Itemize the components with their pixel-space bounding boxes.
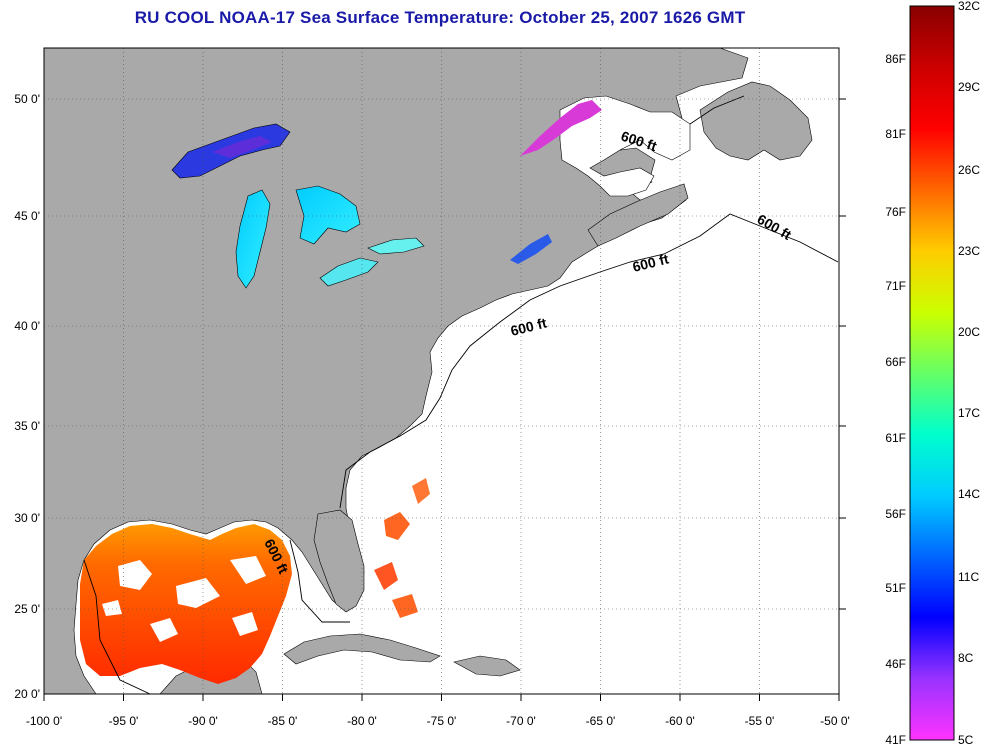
lon-tick-label: -70 0' — [506, 714, 536, 728]
lat-tick-label: 40 0' — [14, 319, 40, 333]
cb-f-label: 56F — [885, 507, 906, 521]
lon-tick-label: -95 0' — [109, 714, 139, 728]
land-hispaniola — [453, 655, 521, 677]
lon-tick-label: -60 0' — [665, 714, 695, 728]
lat-tick-label: 50 0' — [14, 92, 40, 106]
cb-c-label: 32C — [958, 0, 980, 13]
gulf-cloud-gap-3 — [230, 556, 266, 584]
bahamas-sst-3 — [374, 562, 398, 590]
lake-erie — [319, 257, 379, 287]
lake-ontario — [367, 237, 425, 255]
cb-c-label: 17C — [958, 406, 980, 420]
lon-ticks-bottom — [43, 694, 840, 701]
lon-tick-label: -65 0' — [586, 714, 616, 728]
map-title: RU COOL NOAA-17 Sea Surface Temperature:… — [134, 8, 746, 27]
colorbar: 86F 81F 76F 71F 66F 61F 56F 51F 46F 41F … — [885, 0, 980, 747]
land-nova-scotia — [587, 183, 689, 247]
cb-c-label: 26C — [958, 163, 980, 177]
colorbar-gradient — [909, 5, 955, 741]
cb-c-label: 14C — [958, 487, 980, 501]
lat-ticks-right — [839, 98, 846, 610]
lon-tick-label: -75 0' — [427, 714, 457, 728]
lake-huron — [295, 185, 361, 245]
bahamas-sst-2 — [412, 478, 430, 504]
lat-tick-label: 20 0' — [14, 687, 40, 701]
cb-c-label: 29C — [958, 80, 980, 94]
lat-tick-label: 25 0' — [14, 602, 40, 616]
gulf-st-lawrence — [559, 95, 691, 197]
bahamas-sst-4 — [392, 594, 418, 618]
cb-f-label: 46F — [885, 657, 906, 671]
gulf-cloud-gap-1 — [118, 560, 152, 590]
cb-c-label: 8C — [958, 651, 974, 665]
lon-tick-label: -100 0' — [26, 714, 62, 728]
bay-of-fundy-sst — [510, 234, 552, 264]
colorbar-fahrenheit-labels: 86F 81F 76F 71F 66F 61F 56F 51F 46F 41F — [885, 52, 906, 747]
land-newfoundland — [699, 81, 813, 161]
lon-tick-label: -55 0' — [745, 714, 775, 728]
lat-axis-left: 20 0' 25 0' 30 0' 35 0' 40 0' 45 0' 50 0… — [14, 92, 40, 701]
land-north-america — [44, 48, 749, 694]
land-florida — [313, 509, 365, 613]
lat-tick-label: 45 0' — [14, 209, 40, 223]
cb-f-label: 51F — [885, 581, 906, 595]
gulf-cloud-gap-5 — [232, 612, 258, 636]
lat-tick-label: 35 0' — [14, 419, 40, 433]
cb-c-label: 11C — [958, 570, 979, 584]
lon-tick-label: -80 0' — [347, 714, 377, 728]
cb-f-label: 71F — [885, 279, 906, 293]
cb-c-label: 20C — [958, 325, 980, 339]
cb-f-label: 76F — [885, 205, 906, 219]
sst-map: 600 ft 600 ft 600 ft 600 ft 600 ft 20 0'… — [14, 47, 850, 728]
cb-f-label: 41F — [885, 733, 906, 747]
lon-tick-label: -85 0' — [268, 714, 298, 728]
lat-tick-label: 30 0' — [14, 511, 40, 525]
cb-c-label: 5C — [958, 733, 974, 747]
lake-michigan — [235, 189, 271, 289]
bahamas-sst-1 — [384, 512, 410, 540]
colorbar-celsius-labels: 32C 29C 26C 23C 20C 17C 14C 11C 8C 5C — [958, 0, 980, 747]
st-lawrence-sst — [520, 100, 602, 156]
lake-superior-purple — [212, 136, 272, 158]
gulf-cloud-gap-4 — [150, 618, 178, 642]
depth-contour-600ft — [83, 95, 839, 694]
cb-c-label: 23C — [958, 244, 980, 258]
lon-tick-label: -50 0' — [820, 714, 850, 728]
cb-f-label: 81F — [885, 127, 906, 141]
lon-axis-bottom: -100 0' -95 0' -90 0' -85 0' -80 0' -75 … — [26, 714, 850, 728]
cb-f-label: 61F — [885, 431, 906, 445]
cb-f-label: 86F — [885, 52, 906, 66]
gulf-cloud-gap-2 — [176, 578, 220, 608]
graticule — [44, 48, 839, 694]
cb-f-label: 66F — [885, 355, 906, 369]
lon-tick-label: -90 0' — [188, 714, 218, 728]
gulf-cloud-gap-6 — [102, 600, 122, 616]
